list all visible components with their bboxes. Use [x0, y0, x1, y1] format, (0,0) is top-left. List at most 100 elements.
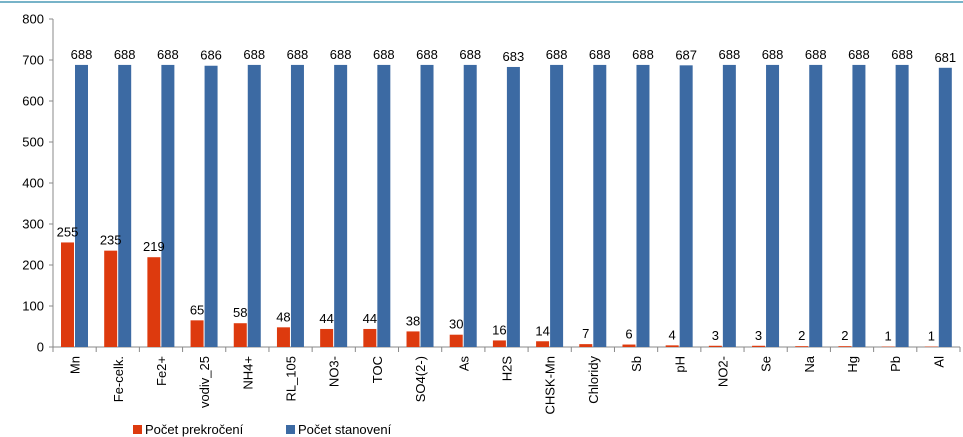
bar-determinations: [247, 64, 261, 348]
category-label: Fe2+: [154, 356, 169, 386]
data-label-determinations: 688: [287, 47, 309, 62]
category-label: Mn: [68, 356, 83, 374]
data-label-exceedances: 255: [57, 224, 79, 239]
category-label: SO4(2-): [413, 356, 428, 402]
y-tick-label: 600: [22, 94, 44, 109]
data-label-exceedances: 1: [928, 329, 935, 344]
data-label-exceedances: 30: [449, 317, 463, 332]
bar-determinations: [377, 64, 391, 348]
bar-exceedances: [190, 320, 204, 347]
category-label: NO2-: [715, 356, 730, 387]
data-label-determinations: 688: [848, 47, 870, 62]
bar-determinations: [75, 64, 88, 348]
data-label-exceedances: 7: [582, 326, 589, 341]
bar-determinations: [593, 64, 607, 348]
y-tick-label: 800: [22, 12, 44, 27]
y-tick-label: 100: [22, 299, 44, 314]
category-label: vodiv_25: [197, 356, 212, 408]
bar-determinations: [636, 64, 650, 348]
bar-exceedances: [492, 340, 506, 347]
data-label-determinations: 688: [157, 47, 179, 62]
data-label-determinations: 688: [114, 47, 136, 62]
bar-exceedances: [665, 345, 679, 347]
category-labels: Mn Fe-celk. Fe2+ vodiv_25 NH4+ RL_105 NO3- TOC S…: [68, 355, 947, 414]
bar-determinations: [506, 66, 520, 347]
category-label: Se: [759, 356, 774, 372]
category-label: Pb: [888, 356, 903, 372]
data-label-determinations: 688: [243, 47, 265, 62]
data-label-determinations: 688: [330, 47, 352, 62]
data-label-exceedances: 44: [319, 311, 333, 326]
bar-exceedances: [449, 334, 463, 347]
bar-determinations: [118, 64, 132, 348]
category-label: H2S: [500, 356, 515, 382]
data-label-exceedances: 65: [190, 302, 204, 317]
category-label: TOC: [370, 356, 385, 383]
data-label-exceedances: 6: [625, 327, 632, 342]
bar-determinations: [722, 64, 736, 348]
data-label-determinations: 688: [589, 47, 611, 62]
data-label-exceedances: 3: [755, 328, 762, 343]
legend-label-determinations: Počet stanovení: [298, 422, 392, 437]
category-label: NO3-: [327, 356, 342, 387]
data-label-determinations: 686: [200, 48, 222, 63]
bars: [61, 64, 952, 348]
data-label-determinations: 687: [675, 47, 697, 62]
data-label-exceedances: 58: [233, 305, 247, 320]
data-label-determinations: 688: [373, 47, 395, 62]
category-label: RL_105: [284, 356, 299, 402]
bar-exceedances: [104, 250, 118, 347]
bar-determinations: [550, 64, 564, 348]
data-label-exceedances: 14: [535, 323, 549, 338]
y-tick-label: 0: [37, 340, 44, 355]
legend-swatch-determinations: [286, 425, 295, 434]
data-label-exceedances: 1: [885, 329, 892, 344]
data-label-exceedances: 3: [712, 328, 719, 343]
bar-determinations: [809, 64, 823, 348]
y-tick-label: 400: [22, 176, 44, 191]
legend: Počet prekročení Počet stanovení: [133, 422, 392, 437]
bar-exceedances: [622, 344, 636, 347]
data-label-exceedances: 16: [492, 322, 506, 337]
bar-determinations: [463, 64, 477, 348]
category-label: CHSK-Mn: [543, 356, 558, 415]
data-label-determinations: 688: [805, 47, 827, 62]
data-label-determinations: 688: [416, 47, 438, 62]
category-label: Sb: [629, 356, 644, 372]
data-label-determinations: 688: [719, 47, 741, 62]
bar-exceedances: [795, 346, 809, 347]
data-label-determinations: 688: [71, 47, 93, 62]
data-label-exceedances: 2: [841, 328, 848, 343]
bar-exceedances: [147, 257, 161, 347]
legend-swatch-exceedances: [133, 425, 142, 434]
data-label-exceedances: 4: [669, 327, 676, 342]
y-tick-label: 700: [22, 53, 44, 68]
bar-exceedances: [363, 328, 377, 347]
data-label-exceedances: 235: [100, 233, 122, 248]
data-label-determinations: 681: [934, 50, 956, 65]
category-label: As: [456, 356, 471, 372]
data-label-exceedances: 38: [406, 313, 420, 328]
bar-determinations: [334, 64, 348, 348]
data-label-determinations: 688: [459, 47, 481, 62]
bar-determinations: [766, 64, 780, 348]
bar-exceedances: [276, 327, 290, 347]
bar-determinations: [679, 65, 693, 347]
bar-exceedances: [838, 346, 852, 347]
bar-exceedances: [708, 345, 722, 347]
data-label-determinations: 688: [891, 47, 913, 62]
bar-exceedances: [536, 341, 550, 347]
bar-exceedances: [233, 323, 247, 347]
y-tick-label: 500: [22, 135, 44, 150]
axes: 0 100 200 300 400 500 600 700 800: [22, 12, 961, 355]
data-label-determinations: 688: [632, 47, 654, 62]
legend-label-exceedances: Počet prekročení: [145, 422, 244, 437]
data-label-exceedances: 219: [143, 239, 165, 254]
bar-determinations: [852, 64, 866, 348]
data-label-exceedances: 48: [276, 309, 290, 324]
data-labels: 2556882356882196886568658688486884468844…: [57, 47, 957, 344]
bar-determinations: [938, 67, 952, 347]
category-label: NH4+: [240, 356, 255, 390]
